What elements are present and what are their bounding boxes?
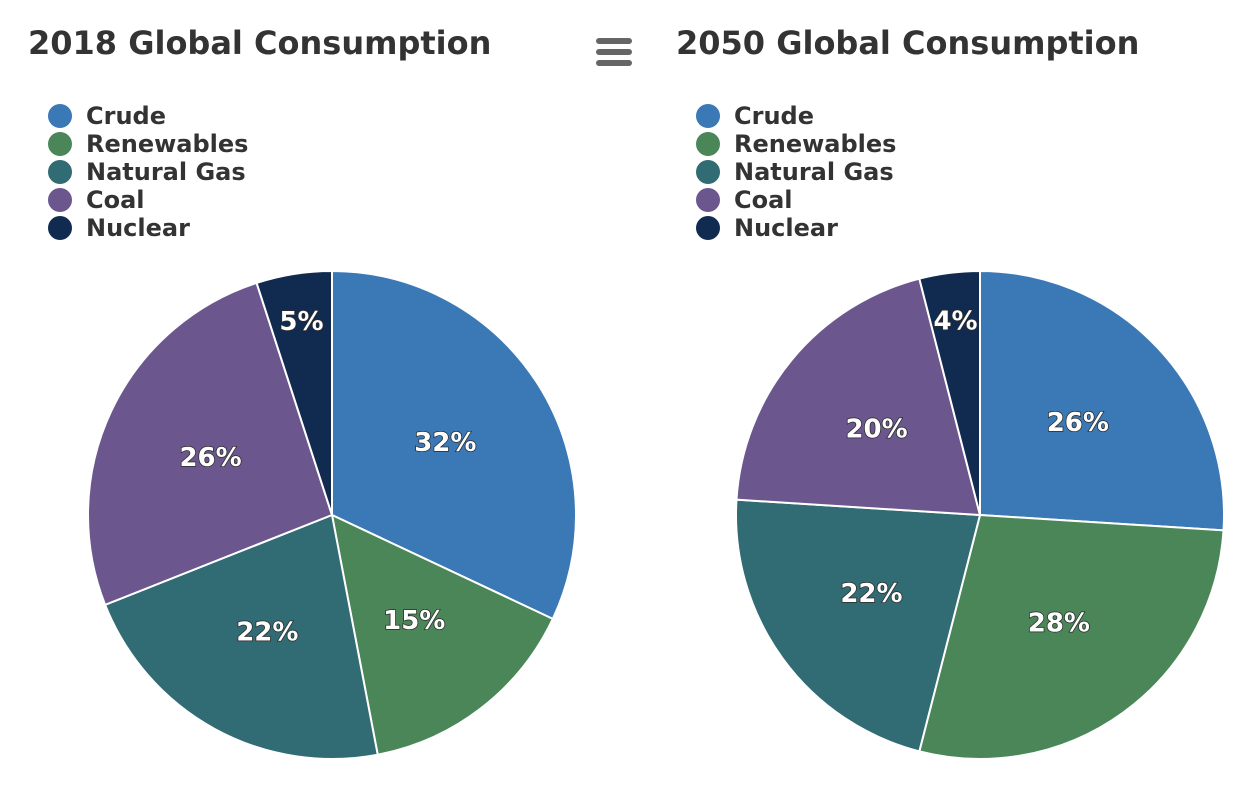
- legend-item-coal[interactable]: Coal: [696, 186, 896, 214]
- legend-label: Crude: [734, 102, 814, 130]
- data-label-coal: 26%: [179, 443, 241, 473]
- legend-swatch-nuclear: [696, 216, 720, 240]
- pie-slice-coal[interactable]: [87, 281, 333, 606]
- hamburger-menu-icon-bar: [596, 49, 632, 55]
- pie-slice-coal[interactable]: [735, 277, 981, 516]
- legend-label: Natural Gas: [86, 158, 246, 186]
- chart-title-2018: 2018 Global Consumption: [28, 24, 492, 62]
- legend-item-crude[interactable]: Crude: [696, 102, 896, 130]
- hamburger-menu-icon: [596, 38, 632, 44]
- chart-title-2050: 2050 Global Consumption: [676, 24, 1140, 62]
- legend-item-renewables[interactable]: Renewables: [48, 130, 248, 158]
- legend-2050: Crude Renewables Natural Gas Coal Nuclea…: [696, 102, 896, 242]
- legend-label: Renewables: [86, 130, 249, 158]
- pie-chart-2018: 32% 15% 22% 26% 5%: [87, 270, 577, 760]
- legend-item-nuclear[interactable]: Nuclear: [48, 214, 248, 242]
- data-label-natural-gas: 22%: [840, 579, 902, 609]
- legend-label: Nuclear: [734, 214, 838, 242]
- legend-swatch-nuclear: [48, 216, 72, 240]
- legend-swatch-natural-gas: [48, 160, 72, 184]
- legend-item-nuclear[interactable]: Nuclear: [696, 214, 896, 242]
- hamburger-menu-icon-bar: [596, 60, 632, 66]
- data-label-crude: 32%: [414, 428, 476, 458]
- legend-item-renewables[interactable]: Renewables: [696, 130, 896, 158]
- legend-label: Natural Gas: [734, 158, 894, 186]
- data-label-nuclear: 5%: [279, 307, 323, 337]
- pie-slice-natural-gas[interactable]: [104, 514, 379, 760]
- pie-slice-nuclear[interactable]: [918, 270, 981, 516]
- data-label-renewables: 15%: [383, 606, 445, 636]
- legend-item-natural-gas[interactable]: Natural Gas: [696, 158, 896, 186]
- legend-swatch-crude: [48, 104, 72, 128]
- legend-label: Coal: [734, 186, 793, 214]
- data-label-coal: 20%: [845, 414, 907, 444]
- legend-swatch-natural-gas: [696, 160, 720, 184]
- data-label-renewables: 28%: [1028, 609, 1090, 639]
- legend-swatch-coal: [48, 188, 72, 212]
- pie-chart-2050: 26% 28% 22% 20% 4%: [735, 270, 1225, 760]
- chart-menu-button[interactable]: [596, 38, 632, 68]
- legend-label: Nuclear: [86, 214, 190, 242]
- legend-swatch-coal: [696, 188, 720, 212]
- pie-slice-renewables[interactable]: [331, 514, 554, 756]
- pie-slice-crude[interactable]: [979, 270, 1225, 532]
- legend-label: Coal: [86, 186, 145, 214]
- legend-label: Renewables: [734, 130, 897, 158]
- legend-label: Crude: [86, 102, 166, 130]
- pie-slice-nuclear[interactable]: [255, 270, 333, 516]
- data-label-nuclear: 4%: [933, 306, 977, 336]
- legend-swatch-renewables: [48, 132, 72, 156]
- data-label-natural-gas: 22%: [236, 618, 298, 648]
- pie-slice-renewables[interactable]: [918, 514, 1225, 760]
- legend-item-coal[interactable]: Coal: [48, 186, 248, 214]
- data-label-crude: 26%: [1047, 408, 1109, 438]
- pie-slice-crude[interactable]: [331, 270, 577, 620]
- legend-2018: Crude Renewables Natural Gas Coal Nuclea…: [48, 102, 248, 242]
- pie-slice-natural-gas[interactable]: [735, 498, 981, 753]
- legend-swatch-crude: [696, 104, 720, 128]
- legend-item-natural-gas[interactable]: Natural Gas: [48, 158, 248, 186]
- legend-item-crude[interactable]: Crude: [48, 102, 248, 130]
- legend-swatch-renewables: [696, 132, 720, 156]
